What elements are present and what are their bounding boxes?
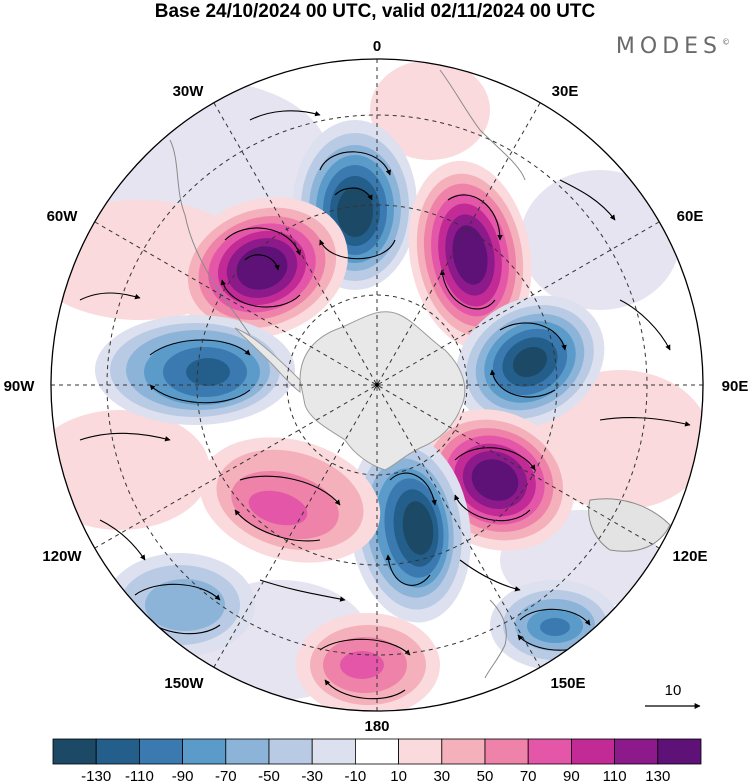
high-anomaly-northeast: [408, 160, 532, 350]
reference-vector-label: 10: [665, 682, 682, 699]
label-30w: 30W: [173, 83, 205, 100]
low-anomaly-far-southwest: [105, 553, 255, 657]
label-150e: 150E: [550, 675, 585, 692]
colorbar-swatch: [527, 738, 572, 765]
colorbar-swatch: [52, 738, 97, 765]
label-30e: 30E: [552, 83, 579, 100]
australia-outline: [588, 498, 671, 552]
low-anomaly-far-southeast: [490, 580, 620, 670]
colorbar-tick-label: -110: [125, 768, 154, 783]
high-anomaly-northwest: [176, 197, 348, 339]
label-90e: 90E: [722, 378, 749, 395]
label-180: 180: [364, 718, 389, 735]
colorbar-swatch: [182, 738, 227, 765]
colorbar-tick-label: -50: [258, 768, 280, 783]
new-zealand-outline: [484, 599, 507, 679]
high-anomaly-southeast: [415, 409, 575, 551]
colorbar-tick-label: 50: [477, 768, 494, 783]
africa-outline: [439, 69, 526, 181]
antarctica-landmass: [299, 311, 466, 471]
colorbar-tick-label: 130: [645, 768, 670, 783]
label-0: 0: [373, 38, 381, 55]
colorbar-tick-label: -10: [345, 768, 367, 783]
colorbar-tick-label: -90: [172, 768, 194, 783]
antarctic-peninsula: [234, 327, 301, 393]
wind-streamlines: [79, 110, 691, 700]
colorbar-tick-label: 90: [563, 768, 580, 783]
colorbar-tick-label: 10: [390, 768, 407, 783]
colorbar-swatch: [225, 738, 270, 765]
colorbar-swatch: [614, 738, 659, 765]
bg-pink-sw: [51, 410, 210, 530]
colorbar-swatch: [441, 738, 486, 765]
colorbar-tick-label: 110: [603, 768, 627, 783]
low-anomaly-north: [293, 120, 417, 290]
colorbar-swatch: [571, 738, 616, 765]
bg-lavender-ne: [520, 170, 680, 310]
brand-mark: ©: [722, 37, 730, 47]
colorbar-swatch: [354, 738, 399, 765]
colorbar-tick-label: -70: [215, 768, 237, 783]
colorbar: -130 -110 -90 -70 -50 -30 -10 10 30 50 70 90 110 130: [52, 738, 702, 783]
bg-pink-north: [370, 60, 490, 160]
colorbar-swatch: [484, 738, 529, 765]
map-boundary: [50, 58, 704, 712]
map-title: Base 24/10/2024 00 UTC, valid 02/11/2024…: [154, 1, 596, 22]
colorbar-tick-label: -30: [301, 768, 323, 783]
colorbar-tick-label: 70: [520, 768, 537, 783]
low-anomaly-west: [95, 315, 295, 425]
colorbar-swatch: [268, 738, 313, 765]
high-anomaly-south: [296, 613, 440, 711]
label-120w: 120W: [42, 548, 82, 565]
high-anomaly-southwest: [199, 437, 381, 563]
colorbar-swatch: [95, 738, 140, 765]
colorbar-swatch: [311, 738, 356, 765]
south-america-outline: [169, 139, 251, 336]
label-90w: 90W: [4, 378, 36, 395]
label-150w: 150W: [164, 675, 204, 692]
colorbar-tick-label: -130: [81, 768, 111, 783]
brand-text: MODES: [615, 34, 722, 59]
colorbar-swatch: [657, 738, 702, 765]
anomaly-field: [51, 59, 703, 711]
colorbar-swatch: [138, 738, 183, 765]
modes-logo: MODES©: [616, 34, 730, 59]
label-120e: 120E: [672, 548, 707, 565]
colorbar-tick-label: 30: [433, 768, 450, 783]
graticule: [51, 59, 703, 711]
colorbar-swatch: [398, 738, 443, 765]
label-60e: 60E: [677, 208, 704, 225]
label-60w: 60W: [47, 208, 79, 225]
